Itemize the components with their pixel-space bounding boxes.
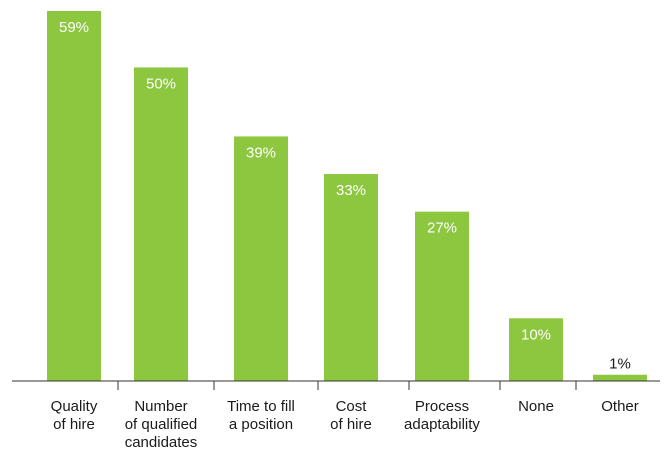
category-label: Other (601, 398, 639, 415)
bar (47, 11, 101, 381)
bar (324, 174, 378, 381)
x-axis (12, 380, 660, 390)
category-label: of hire (53, 416, 95, 433)
bar-value-label: 10% (521, 326, 551, 343)
bar-value-label: 39% (246, 144, 276, 161)
bar (593, 374, 647, 381)
category-label: adaptability (404, 416, 480, 433)
category-label: of hire (330, 416, 372, 433)
bar (234, 136, 288, 381)
bar-value-label: 59% (59, 19, 89, 36)
category-label: Process (415, 398, 469, 415)
bar-value-label: 27% (427, 220, 457, 237)
bar (509, 318, 563, 381)
bar (134, 67, 188, 382)
category-label: Time to fill (227, 398, 295, 415)
bar (415, 211, 469, 381)
bar-value-label: 1% (609, 356, 631, 373)
category-label: Number (134, 398, 187, 415)
category-label: Cost (336, 398, 368, 415)
category-label: None (518, 398, 554, 415)
category-label: a position (229, 416, 293, 433)
bars-layer (47, 11, 647, 382)
category-label: of qualified (125, 416, 198, 433)
category-label: candidates (125, 434, 198, 449)
bar-value-label: 50% (146, 75, 176, 92)
bar-value-label: 33% (336, 182, 366, 199)
category-label: Quality (51, 398, 98, 415)
